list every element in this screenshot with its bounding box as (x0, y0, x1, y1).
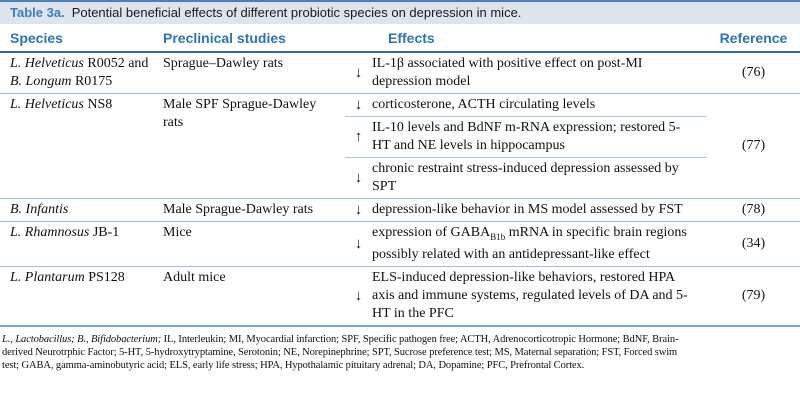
down-arrow-icon: ↓ (354, 287, 363, 304)
up-arrow-icon: ↑ (354, 129, 363, 145)
table-footnote: L., Lactobacillus; B., Bifidobacterium; … (0, 327, 800, 372)
reference-cell: (76) (741, 65, 766, 80)
effect-item: ↓ depression-like behavior in MS model a… (345, 199, 707, 221)
effect-item: ↓ expression of GABAB1b mRNA in specific… (345, 222, 707, 266)
down-arrow-icon: ↓ (354, 170, 363, 186)
effect-text: IL-1β associated with positive effect on… (372, 56, 643, 89)
table-title-text: Potential beneficial effects of differen… (71, 5, 522, 20)
effects-cell: ↓ ELS-induced depression-like behaviors,… (345, 267, 707, 325)
table-number-label: Table 3a. (10, 5, 65, 20)
effects-cell: ↓ corticosterone, ACTH circulating level… (345, 94, 707, 198)
species-cell: L. Plantarum PS128 (0, 267, 163, 325)
preclinical-cell: Mice (163, 225, 192, 240)
down-arrow-icon: ↓ (354, 235, 363, 252)
species-cell: B. Infantis (0, 199, 163, 221)
effect-text: expression of GABAB1b mRNA in specific b… (372, 225, 687, 262)
down-arrow-icon: ↓ (354, 97, 363, 113)
column-header-effects: Effects (388, 30, 435, 46)
effects-cell: ↓ depression-like behavior in MS model a… (345, 199, 707, 221)
species-cell: L. Rhamnosus JB-1 (0, 222, 163, 266)
effect-item: ↓ IL-1β associated with positive effect … (345, 53, 707, 93)
table-row: B. Infantis Male Sprague-Dawley rats ↓ d… (0, 199, 800, 222)
reference-cell: (34) (741, 235, 766, 251)
species-line: B. Longum R0175 (10, 74, 113, 89)
column-header-reference: Reference (719, 30, 788, 46)
footnote-line: derived Neurotrphic Factor; 5-HT, 5-hydr… (2, 346, 678, 358)
table-row: L. Rhamnosus JB-1 Mice ↓ expression of G… (0, 222, 800, 267)
reference-cell: (79) (741, 287, 766, 303)
preclinical-cell: Male Sprague-Dawley rats (163, 202, 314, 217)
table-header-row: Species Preclinical studies Effects Refe… (0, 24, 800, 53)
table-caption: Table 3a. Potential beneficial effects of… (0, 2, 800, 24)
effect-text: corticosterone, ACTH circulating levels (372, 97, 596, 112)
down-arrow-icon: ↓ (354, 65, 363, 81)
table-row: L. Helveticus NS8 Male SPF Sprague-Dawle… (0, 94, 800, 199)
table-row: L. Plantarum PS128 Adult mice ↓ ELS-indu… (0, 267, 800, 327)
effect-text: chronic restraint stress-induced depress… (372, 161, 679, 194)
footnote-line: L., Lactobacillus; B., Bifidobacterium; … (2, 333, 679, 345)
preclinical-cell: Adult mice (163, 269, 226, 285)
effects-cell: ↓ expression of GABAB1b mRNA in specific… (345, 222, 707, 266)
species-line: B. Infantis (10, 202, 69, 217)
species-cell: L. Helveticus R0052 and B. Longum R0175 (0, 53, 163, 93)
effect-item: ↓ corticosterone, ACTH circulating level… (345, 94, 707, 116)
subscript-text: B1b (490, 231, 506, 242)
effect-text: depression-like behavior in MS model ass… (372, 202, 683, 217)
effect-item: ↓ chronic restraint stress-induced depre… (345, 157, 707, 198)
column-header-preclinical: Preclinical studies (163, 30, 286, 46)
effects-cell: ↓ IL-1β associated with positive effect … (345, 53, 707, 93)
species-cell: L. Helveticus NS8 (0, 94, 163, 198)
footnote-line: test; GABA, gamma-aminobutyric acid; ELS… (2, 359, 585, 371)
effect-text: IL-10 levels and BdNF m-RNA expression; … (372, 120, 681, 153)
down-arrow-icon: ↓ (354, 202, 363, 218)
effect-item: ↓ ELS-induced depression-like behaviors,… (345, 267, 707, 325)
reference-cell: (77) (741, 138, 766, 153)
effect-text: ELS-induced depression-like behaviors, r… (372, 269, 688, 321)
column-header-species: Species (10, 30, 63, 46)
preclinical-cell: Male SPF Sprague-Dawley rats (163, 97, 317, 130)
reference-cell: (78) (741, 202, 766, 217)
table-row: L. Helveticus R0052 and B. Longum R0175 … (0, 53, 800, 94)
species-line: L. Plantarum PS128 (10, 269, 125, 285)
effect-item: ↑ IL-10 levels and BdNF m-RNA expression… (345, 116, 707, 157)
species-line: L. Rhamnosus JB-1 (10, 225, 120, 240)
species-line: L. Helveticus NS8 (10, 97, 113, 112)
top-accent-line (0, 0, 800, 2)
species-line: L. Helveticus R0052 and (10, 56, 149, 71)
preclinical-cell: Sprague–Dawley rats (163, 56, 284, 71)
